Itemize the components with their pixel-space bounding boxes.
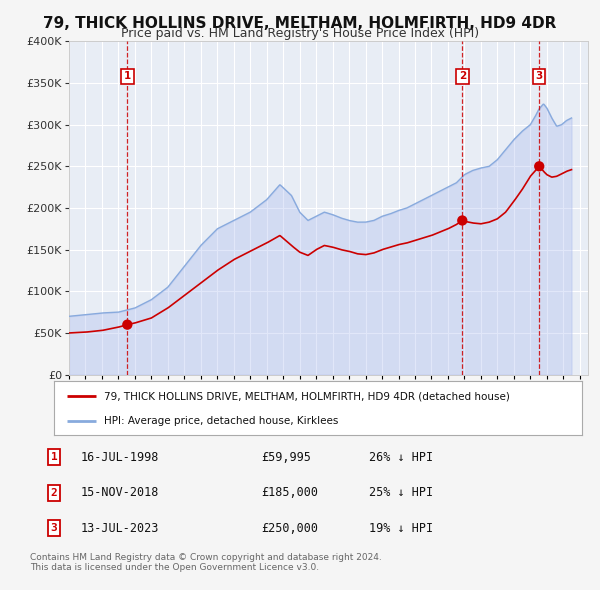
Point [122,320,132,329]
Text: £59,995: £59,995 [261,451,311,464]
Text: 26% ↓ HPI: 26% ↓ HPI [369,451,433,464]
Text: Price paid vs. HM Land Registry's House Price Index (HPI): Price paid vs. HM Land Registry's House … [121,27,479,40]
Text: £250,000: £250,000 [261,522,318,535]
Text: 79, THICK HOLLINS DRIVE, MELTHAM, HOLMFIRTH, HD9 4DR: 79, THICK HOLLINS DRIVE, MELTHAM, HOLMFI… [43,16,557,31]
Point [535,162,544,171]
Text: 3: 3 [536,71,543,81]
Text: 3: 3 [50,523,58,533]
Point [457,216,467,225]
Text: 19% ↓ HPI: 19% ↓ HPI [369,522,433,535]
Text: 16-JUL-1998: 16-JUL-1998 [81,451,160,464]
Text: 13-JUL-2023: 13-JUL-2023 [81,522,160,535]
Text: 15-NOV-2018: 15-NOV-2018 [81,486,160,499]
Text: 2: 2 [458,71,466,81]
Text: This data is licensed under the Open Government Licence v3.0.: This data is licensed under the Open Gov… [30,563,319,572]
Text: HPI: Average price, detached house, Kirklees: HPI: Average price, detached house, Kirk… [104,417,338,427]
Text: Contains HM Land Registry data © Crown copyright and database right 2024.: Contains HM Land Registry data © Crown c… [30,553,382,562]
Text: 1: 1 [50,453,58,462]
Text: 1: 1 [124,71,131,81]
Text: 2: 2 [50,488,58,497]
Text: 25% ↓ HPI: 25% ↓ HPI [369,486,433,499]
Text: 79, THICK HOLLINS DRIVE, MELTHAM, HOLMFIRTH, HD9 4DR (detached house): 79, THICK HOLLINS DRIVE, MELTHAM, HOLMFI… [104,391,510,401]
Text: £185,000: £185,000 [261,486,318,499]
